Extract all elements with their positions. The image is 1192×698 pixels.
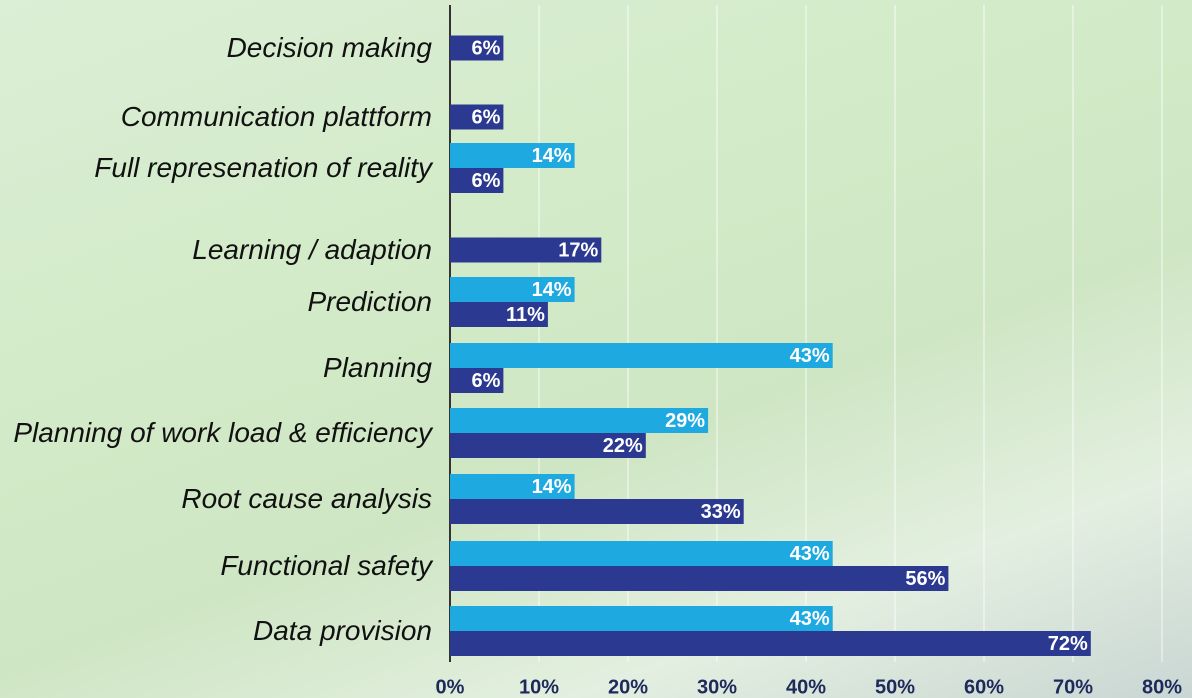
category-label: Full represenation of reality	[94, 152, 432, 183]
value-label: 29%	[665, 410, 705, 432]
bar	[450, 168, 504, 193]
category-label: Prediction	[307, 286, 432, 317]
x-tick-label: 10%	[519, 676, 559, 698]
bar	[450, 541, 833, 566]
bar	[450, 499, 744, 524]
bar	[450, 302, 548, 327]
bar	[450, 368, 504, 393]
category-label: Communication plattform	[120, 101, 432, 132]
bar	[450, 408, 709, 433]
value-label: 72%	[1048, 633, 1088, 655]
x-tick-label: 20%	[608, 676, 648, 698]
bar	[450, 631, 1091, 656]
bar	[450, 433, 646, 458]
value-label: 6%	[471, 106, 500, 128]
value-label: 43%	[790, 543, 830, 565]
bar	[450, 606, 833, 631]
value-label: 11%	[506, 304, 545, 326]
bar	[450, 237, 602, 263]
value-label: 56%	[905, 568, 945, 590]
category-label: Data provision	[253, 615, 432, 646]
category-label: Planning of work load & efficiency	[13, 417, 432, 448]
x-tick-label: 40%	[786, 676, 826, 698]
category-label: Root cause analysis	[181, 483, 432, 514]
bar	[450, 343, 833, 368]
value-label: 14%	[532, 145, 572, 167]
category-label: Functional safety	[220, 550, 432, 581]
category-label: Planning	[323, 352, 432, 383]
value-label: 33%	[701, 501, 741, 523]
value-label: 17%	[558, 239, 598, 261]
value-label: 43%	[790, 608, 830, 630]
category-label: Decision making	[226, 32, 432, 63]
value-label: 14%	[532, 476, 572, 498]
value-label: 22%	[603, 435, 643, 457]
value-label: 43%	[790, 345, 830, 367]
x-tick-label: 0%	[436, 676, 465, 698]
x-tick-label: 70%	[1053, 676, 1093, 698]
value-label: 6%	[471, 170, 500, 192]
value-label: 6%	[471, 370, 500, 392]
bar	[450, 566, 949, 591]
bar	[450, 277, 575, 302]
x-tick-label: 50%	[875, 676, 915, 698]
value-label: 14%	[532, 279, 572, 301]
x-tick-label: 30%	[697, 676, 737, 698]
bar	[450, 104, 504, 130]
x-tick-label: 80%	[1142, 676, 1182, 698]
bar	[450, 474, 575, 499]
x-tick-label: 60%	[964, 676, 1004, 698]
value-label: 6%	[471, 37, 500, 59]
category-label: Learning / adaption	[192, 234, 432, 265]
bar	[450, 35, 504, 61]
bar	[450, 143, 575, 168]
